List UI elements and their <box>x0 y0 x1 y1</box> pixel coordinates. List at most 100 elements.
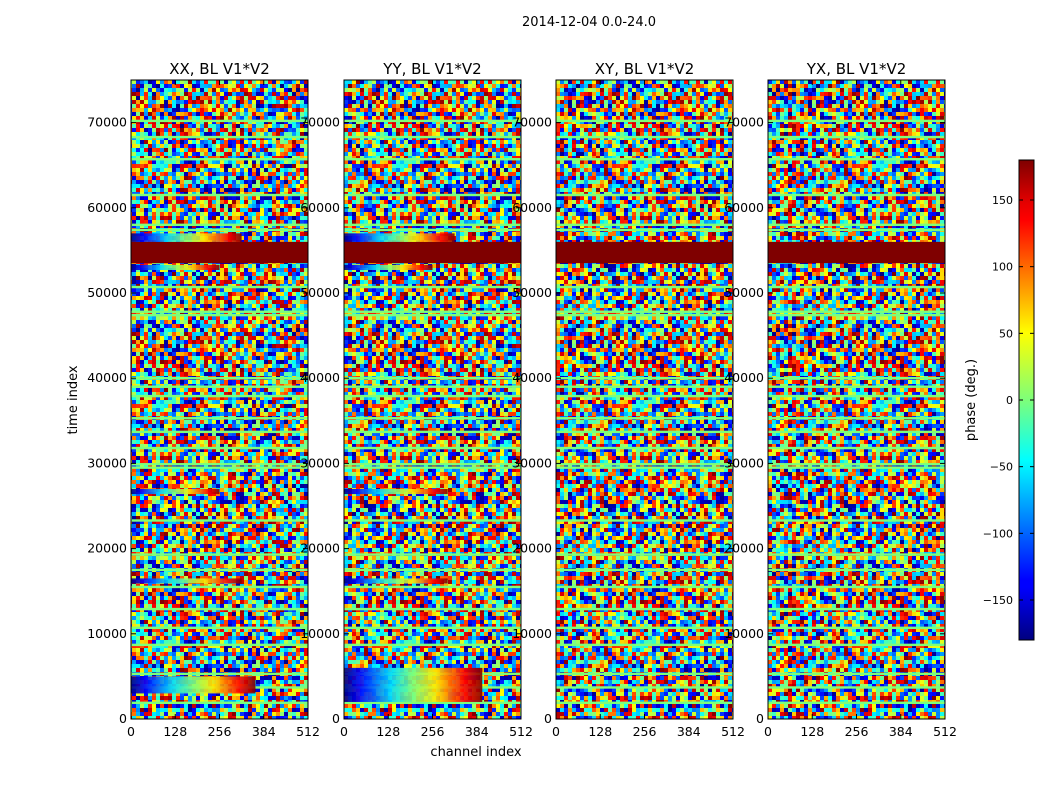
panel-2: YY, BL V1*V2 0 128 256 384 512 0 10000 20000 3000… <box>300 60 533 739</box>
y-tick-label: 70000 <box>300 115 340 130</box>
y-tick-label: 50000 <box>87 285 127 300</box>
flagged-row <box>556 553 733 556</box>
y-tick-label: 20000 <box>724 541 764 556</box>
flagged-row <box>768 228 945 232</box>
flagged-row <box>131 519 308 522</box>
flagged-row <box>344 310 521 313</box>
x-tick-label: 512 <box>509 724 533 739</box>
flagged-row <box>768 135 945 139</box>
panel-title: XY, BL V1*V2 <box>595 60 695 78</box>
phase-gradient-row <box>131 676 256 694</box>
flagged-row <box>768 385 945 388</box>
flagged-row <box>131 672 308 676</box>
flagged-row <box>768 158 945 161</box>
flagged-row <box>556 313 733 317</box>
heatmap-panels: XX, BL V1*V2 0 128 256 384 512 0 10000 20000 3000… <box>87 60 957 739</box>
phase-gradient-row <box>131 233 242 242</box>
flagged-row <box>344 701 521 705</box>
flagged-row <box>344 377 521 380</box>
y-tick-label: 10000 <box>724 626 764 641</box>
flagged-row <box>556 158 733 161</box>
flagged-row <box>768 430 945 434</box>
phase-noise-field <box>344 80 521 719</box>
phase-gradient-row <box>344 667 483 702</box>
saturated-band <box>556 241 733 264</box>
flagged-row <box>768 119 945 123</box>
x-tick-label: 384 <box>252 724 276 739</box>
colorbar-tick-label: 0 <box>1006 394 1013 407</box>
flagged-row <box>556 607 733 611</box>
phase-gradient-row <box>131 264 220 270</box>
y-tick-label: 60000 <box>87 200 127 215</box>
flagged-row <box>131 228 308 232</box>
flagged-row <box>344 394 521 398</box>
flagged-row <box>131 285 308 289</box>
panel-1: XX, BL V1*V2 0 128 256 384 512 0 10000 20000 3000… <box>87 60 320 739</box>
y-tick-label: 20000 <box>87 541 127 556</box>
flagged-row <box>768 672 945 676</box>
x-tick-label: 384 <box>677 724 701 739</box>
flagged-row <box>556 228 733 232</box>
flagged-row <box>344 463 521 466</box>
y-tick-label: 0 <box>756 711 764 726</box>
flagged-row <box>768 626 945 630</box>
saturated-band <box>768 241 945 264</box>
y-tick-label: 70000 <box>87 115 127 130</box>
flagged-row <box>556 446 733 450</box>
y-tick-label: 40000 <box>512 370 552 385</box>
x-tick-label: 384 <box>465 724 489 739</box>
flagged-row <box>556 585 733 589</box>
y-tick-label: 60000 <box>300 200 340 215</box>
colorbar-tick-label: 50 <box>999 327 1013 340</box>
x-tick-label: 256 <box>845 724 869 739</box>
y-tick-label: 20000 <box>512 541 552 556</box>
flagged-row <box>344 607 521 611</box>
y-tick-label: 30000 <box>300 455 340 470</box>
flagged-row <box>556 701 733 705</box>
flagged-row <box>344 519 521 522</box>
flagged-row <box>768 310 945 313</box>
flagged-row <box>344 228 521 232</box>
flagged-row <box>556 568 733 572</box>
panel-title: XX, BL V1*V2 <box>169 60 270 78</box>
flagged-row <box>556 686 733 689</box>
y-tick-label: 70000 <box>724 115 764 130</box>
flagged-row <box>556 193 733 197</box>
flagged-row <box>556 417 733 420</box>
x-tick-label: 128 <box>376 724 400 739</box>
flagged-row <box>131 626 308 630</box>
flagged-row <box>768 519 945 522</box>
flagged-row <box>344 385 521 388</box>
flagged-row <box>768 285 945 289</box>
y-tick-label: 60000 <box>724 200 764 215</box>
flagged-row <box>556 385 733 388</box>
y-tick-label: 10000 <box>87 626 127 641</box>
panel-title: YY, BL V1*V2 <box>382 60 481 78</box>
flagged-row <box>768 313 945 317</box>
colorbar-tick-label: 100 <box>992 261 1013 274</box>
y-tick-label: 70000 <box>512 115 552 130</box>
x-tick-label: 256 <box>633 724 657 739</box>
flagged-row <box>768 643 945 647</box>
flagged-row <box>131 158 308 161</box>
y-tick-label: 20000 <box>300 541 340 556</box>
flagged-row <box>768 223 945 227</box>
x-tick-label: 128 <box>163 724 187 739</box>
panel-4: YX, BL V1*V2 0 128 256 384 512 0 10000 20000 3000… <box>724 60 957 739</box>
flagged-row <box>131 223 308 227</box>
flagged-row <box>556 119 733 123</box>
flagged-row <box>556 519 733 522</box>
flagged-row <box>344 446 521 450</box>
x-tick-label: 0 <box>127 724 135 739</box>
flagged-row <box>344 585 521 589</box>
flagged-row <box>556 223 733 227</box>
flagged-row <box>344 313 521 317</box>
flagged-row <box>556 135 733 139</box>
y-tick-label: 0 <box>544 711 552 726</box>
phase-noise-field <box>556 80 733 719</box>
flagged-row <box>768 686 945 689</box>
y-tick-label: 10000 <box>512 626 552 641</box>
flagged-row <box>344 223 521 227</box>
flagged-row <box>131 193 308 197</box>
y-tick-label: 50000 <box>300 285 340 300</box>
